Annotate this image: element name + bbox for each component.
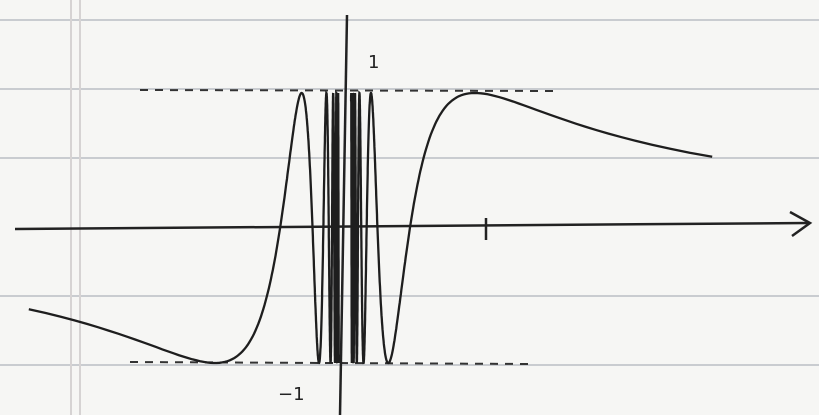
- paper: [0, 0, 819, 415]
- page: {"labels": {"y_top": "1", "y_bottom": "−…: [0, 0, 819, 415]
- sketch: 1 −1: [0, 0, 819, 415]
- y-label-top: 1: [368, 52, 379, 73]
- y-label-bottom: −1: [278, 384, 305, 405]
